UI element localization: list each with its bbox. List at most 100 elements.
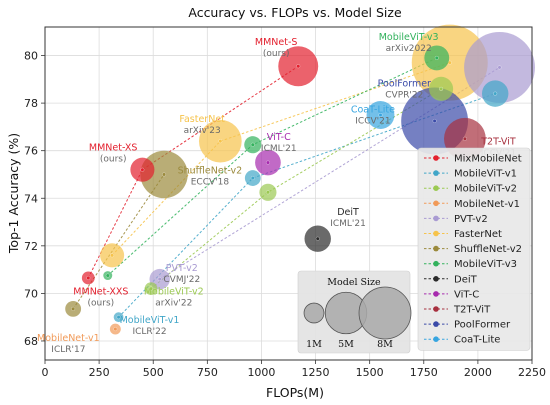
legend-label: MobileViT-v1 [454, 169, 517, 180]
legend-swatch-dot [433, 230, 439, 237]
x-axis-title: FLOPs(M) [266, 385, 324, 400]
size-legend-label: 8M [377, 339, 393, 350]
size-legend-circle [303, 302, 325, 324]
point-marker-mobilevit-v3 [250, 142, 255, 147]
size-legend-label: 5M [338, 339, 354, 350]
x-tick-label: 250 [89, 366, 110, 379]
annotation-venue: arXiv'23 [184, 126, 221, 136]
annotation-name: ViT-C [267, 132, 291, 143]
series-line-shufflenet-v2 [72, 174, 165, 310]
legend-label: DeiT [454, 274, 478, 285]
annotation-name: PoolFormer [378, 78, 431, 89]
legend-swatch-dot [433, 336, 439, 343]
legend-label: FasterNet [454, 229, 502, 240]
annotation-name: MobileViT-v2 [144, 287, 204, 298]
annotation-venue: CVMJ'22 [163, 275, 200, 285]
annotation-name: CoaT-Lite [351, 105, 395, 116]
annotation-name: MobileNet-v1 [37, 333, 100, 344]
legend-swatch-dot [433, 291, 439, 297]
x-tick-label: 500 [143, 366, 164, 379]
y-tick-label: 68 [24, 335, 38, 348]
size-legend-title: Model Size [327, 277, 381, 288]
point-marker-shufflenet-v2 [162, 172, 166, 177]
x-tick-label: 750 [197, 366, 218, 379]
annotation-name: MobileViT-v1 [120, 315, 180, 326]
legend-label: PoolFormer [454, 320, 511, 331]
annotation-name: DeiT [337, 207, 359, 218]
x-tick-label: 1000 [247, 366, 275, 379]
point-marker-mobilenet-v1 [113, 327, 118, 332]
point-marker-mobilevit-v1 [493, 91, 498, 96]
legend-label: MixMobileNet [454, 154, 522, 165]
point-marker-deit [315, 236, 320, 241]
legend-swatch-dot [433, 306, 439, 312]
annotation-venue: (ours) [100, 155, 127, 165]
size-legend-circle [358, 286, 412, 340]
legend-label: MobileNet-v1 [454, 199, 520, 210]
x-tick-label: 1250 [302, 366, 330, 379]
size-legend-label: 1M [306, 339, 322, 350]
point-marker-t2t-vit [462, 136, 467, 141]
legend-label: CoaT-Lite [454, 335, 500, 346]
annotation-name: MobileViT-v3 [379, 32, 439, 43]
legend-swatch-dot [433, 200, 439, 207]
annotation-venue: ECCV'18 [191, 177, 230, 187]
point-marker-pvt-v2 [497, 65, 502, 70]
annotation-venue: ICML'21 [261, 144, 297, 154]
x-tick-label: 1750 [410, 366, 438, 379]
annotation-venue: CVPR'22 [385, 90, 423, 100]
annotation-name: MMNet-XXS [73, 287, 128, 298]
point-marker-mixmobilenet [140, 167, 145, 172]
legend-swatch-dot [433, 215, 439, 222]
legend-label: MobileViT-v3 [454, 259, 517, 270]
legend-label: ViT-C [454, 289, 479, 300]
annotation-name: T2T-ViT [480, 137, 516, 148]
point-marker-mixmobilenet [296, 64, 301, 69]
x-tick-label: 0 [42, 366, 49, 379]
y-tick-label: 70 [24, 287, 38, 300]
y-tick-label: 76 [24, 145, 38, 158]
point-marker-mobilevit-v2 [149, 286, 154, 291]
annotation-venue: ICML'21 [330, 219, 366, 229]
legend-swatch-dot [433, 321, 439, 327]
annotation-venue: ICCV'21 [355, 117, 390, 127]
legend-label: PVT-v2 [454, 214, 488, 225]
annotation-name: ShuffleNet-v2 [178, 165, 243, 176]
point-marker-poolformer [432, 119, 437, 123]
legend-label: MobileViT-v2 [454, 184, 517, 195]
legend-label: ShuffleNet-v2 [454, 244, 522, 255]
legend-swatch-dot [433, 155, 439, 161]
annotation-name: PVT-v2 [166, 263, 198, 274]
y-tick-label: 74 [24, 192, 38, 205]
point-marker-mobilevit-v1 [250, 176, 255, 180]
point-marker-mobilevit-v2 [265, 190, 270, 195]
point-marker-shufflenet-v2 [71, 306, 76, 311]
y-tick-label: 78 [24, 97, 38, 110]
point-marker-mixmobilenet [86, 275, 91, 280]
legend-swatch-dot [433, 276, 439, 282]
annotation-venue: arXiv2022 [386, 44, 432, 54]
y-axis-title: Top-1 Accuracy (%) [6, 133, 21, 254]
legend-swatch-dot [433, 245, 439, 252]
annotation-venue: arXiv'22 [155, 299, 192, 309]
plot-frame [44, 26, 533, 361]
point-marker-fasternet [218, 139, 223, 144]
point-marker-mobilevit-v2 [439, 86, 444, 91]
legend-label: T2T-ViT [453, 305, 491, 316]
y-tick-label: 72 [24, 240, 38, 253]
point-marker-fasternet [110, 253, 115, 258]
legend-swatch-dot [433, 185, 439, 191]
chart-title: Accuracy vs. FLOPs vs. Model Size [188, 5, 402, 20]
point-marker-pvt-v2 [157, 277, 162, 282]
annotation-venue: ICLR'22 [132, 327, 166, 337]
point-marker-coat-lite [378, 113, 383, 117]
point-marker-mobilevit-v3 [434, 55, 439, 60]
point-marker-mobilevit-v3 [105, 273, 110, 278]
legend-swatch-dot [433, 170, 439, 176]
annotation-name: FasterNet [179, 114, 225, 125]
legend-swatch-dot [433, 260, 439, 267]
annotation-venue: (ours) [88, 299, 115, 309]
y-tick-label: 80 [24, 50, 38, 63]
